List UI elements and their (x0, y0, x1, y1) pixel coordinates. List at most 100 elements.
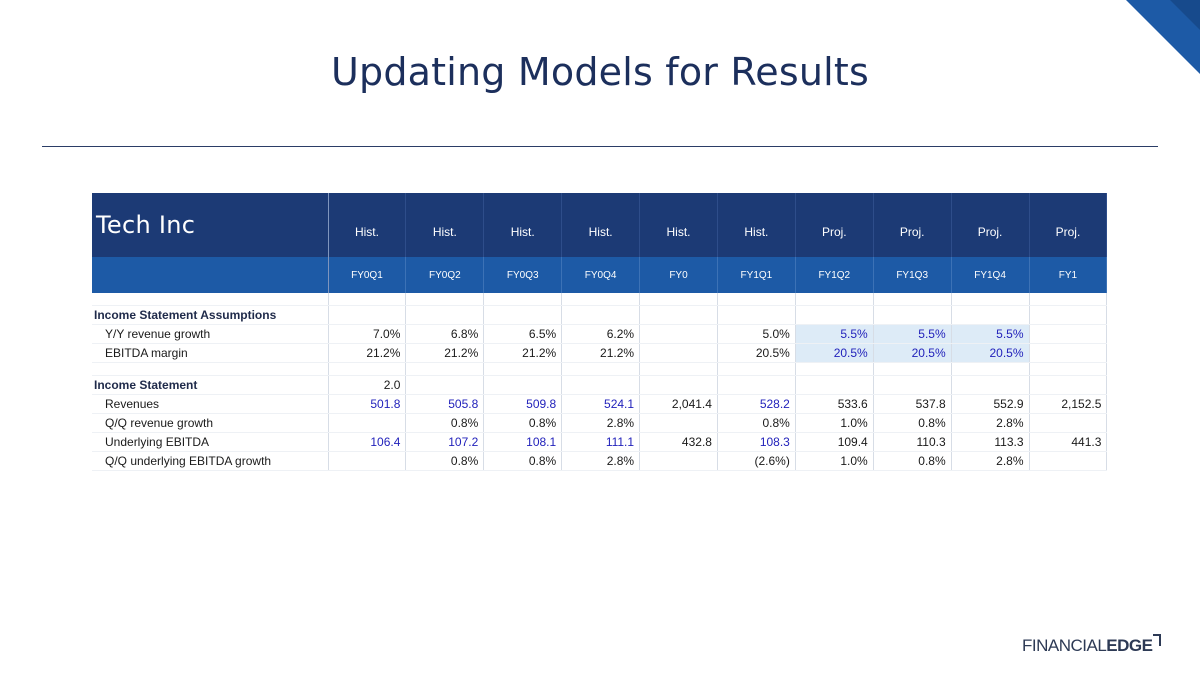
cell: 6.2% (561, 324, 641, 344)
header-blank-cell (92, 257, 329, 293)
table-row: Revenues 501.8 505.8 509.8 524.1 2,041.4… (92, 394, 1108, 414)
financial-edge-logo: FINANCIALEDGE (1022, 634, 1162, 658)
period-cell: FY1 (1029, 257, 1108, 293)
input-cell: 501.8 (328, 394, 407, 414)
cell (328, 413, 407, 433)
cell: 5.0% (717, 324, 796, 344)
cell: 2.8% (561, 451, 641, 471)
cell: 21.2% (483, 343, 563, 363)
period-cell: FY0Q3 (483, 257, 563, 293)
logo-text-financial: FINANCIAL (1022, 636, 1107, 655)
cell: 2.8% (951, 413, 1030, 433)
row-label: Y/Y revenue growth (92, 324, 329, 344)
cell: 20.5% (717, 343, 796, 363)
input-cell: 509.8 (483, 394, 563, 414)
cell: 113.3 (951, 432, 1030, 452)
cell: 2,041.4 (639, 394, 718, 414)
row-label: Q/Q underlying EBITDA growth (92, 451, 329, 471)
cell: 6.5% (483, 324, 563, 344)
period-type-cell: Proj. (873, 193, 952, 257)
spacer-row (92, 293, 1108, 306)
period-cell: FY0Q4 (561, 257, 641, 293)
cell: 0.8% (873, 451, 952, 471)
cell: 21.2% (328, 343, 407, 363)
cell (639, 343, 718, 363)
cell (1029, 451, 1108, 471)
cell (1029, 324, 1108, 344)
company-name: Tech Inc (92, 193, 329, 257)
input-cell: 5.5% (795, 324, 874, 344)
row-label: Revenues (92, 394, 329, 414)
cell: 110.3 (873, 432, 952, 452)
input-cell: 5.5% (873, 324, 952, 344)
cell (639, 413, 718, 433)
row-label: EBITDA margin (92, 343, 329, 363)
cell: 21.2% (561, 343, 641, 363)
cell (639, 324, 718, 344)
cell: (2.6%) (717, 451, 796, 471)
financial-model-table: Tech Inc Hist. Hist. Hist. Hist. Hist. H… (92, 193, 1108, 471)
period-cell: FY0 (639, 257, 718, 293)
table-row: Q/Q underlying EBITDA growth 0.8% 0.8% 2… (92, 451, 1108, 471)
cell: 2,152.5 (1029, 394, 1108, 414)
logo-text-edge: EDGE (1106, 636, 1153, 655)
cell: 2.0 (328, 375, 407, 395)
period-type-cell: Hist. (639, 193, 718, 257)
period-type-cell: Hist. (328, 193, 407, 257)
cell: 0.8% (873, 413, 952, 433)
input-cell: 108.3 (717, 432, 796, 452)
period-cell: FY1Q4 (951, 257, 1030, 293)
cell: 0.8% (405, 413, 485, 433)
cell: 0.8% (483, 451, 563, 471)
cell (1029, 413, 1108, 433)
period-type-cell: Proj. (951, 193, 1030, 257)
cell: 21.2% (405, 343, 485, 363)
period-type-cell: Hist. (717, 193, 796, 257)
section-heading: Income Statement Assumptions (92, 305, 329, 325)
cell: 533.6 (795, 394, 874, 414)
cell: 441.3 (1029, 432, 1108, 452)
table-row: Underlying EBITDA 106.4 107.2 108.1 111.… (92, 432, 1108, 452)
cell: 552.9 (951, 394, 1030, 414)
period-cell: FY0Q1 (328, 257, 407, 293)
cell: 432.8 (639, 432, 718, 452)
cell (639, 451, 718, 471)
period-cell: FY1Q3 (873, 257, 952, 293)
input-cell: 106.4 (328, 432, 407, 452)
table-row: Y/Y revenue growth 7.0% 6.8% 6.5% 6.2% 5… (92, 324, 1108, 344)
input-cell: 524.1 (561, 394, 641, 414)
corner-accent (1126, 0, 1200, 74)
input-cell: 107.2 (405, 432, 485, 452)
input-cell: 20.5% (951, 343, 1030, 363)
cell: 1.0% (795, 413, 874, 433)
input-cell: 5.5% (951, 324, 1030, 344)
input-cell: 505.8 (405, 394, 485, 414)
spacer-row (92, 362, 1108, 376)
cell: 537.8 (873, 394, 952, 414)
section-heading-row: Income Statement 2.0 (92, 375, 1108, 395)
row-label: Q/Q revenue growth (92, 413, 329, 433)
cell: 0.8% (405, 451, 485, 471)
period-type-cell: Hist. (405, 193, 485, 257)
table-row: EBITDA margin 21.2% 21.2% 21.2% 21.2% 20… (92, 343, 1108, 363)
section-heading: Income Statement (92, 375, 329, 395)
input-cell: 20.5% (873, 343, 952, 363)
spreadsheet: Tech Inc Hist. Hist. Hist. Hist. Hist. H… (92, 193, 1108, 471)
section-heading-row: Income Statement Assumptions (92, 305, 1108, 325)
row-label: Underlying EBITDA (92, 432, 329, 452)
cell: 7.0% (328, 324, 407, 344)
input-cell: 108.1 (483, 432, 563, 452)
cell: 2.8% (951, 451, 1030, 471)
cell: 0.8% (483, 413, 563, 433)
cell: 1.0% (795, 451, 874, 471)
input-cell: 111.1 (561, 432, 641, 452)
cell (1029, 343, 1108, 363)
table-row: Q/Q revenue growth 0.8% 0.8% 2.8% 0.8% 1… (92, 413, 1108, 433)
input-cell: 20.5% (795, 343, 874, 363)
period-type-cell: Proj. (1029, 193, 1108, 257)
title-divider (42, 146, 1158, 147)
cell: 6.8% (405, 324, 485, 344)
header-row-period-type: Tech Inc Hist. Hist. Hist. Hist. Hist. H… (92, 193, 1108, 257)
period-cell: FY1Q1 (717, 257, 796, 293)
period-cell: FY1Q2 (795, 257, 874, 293)
